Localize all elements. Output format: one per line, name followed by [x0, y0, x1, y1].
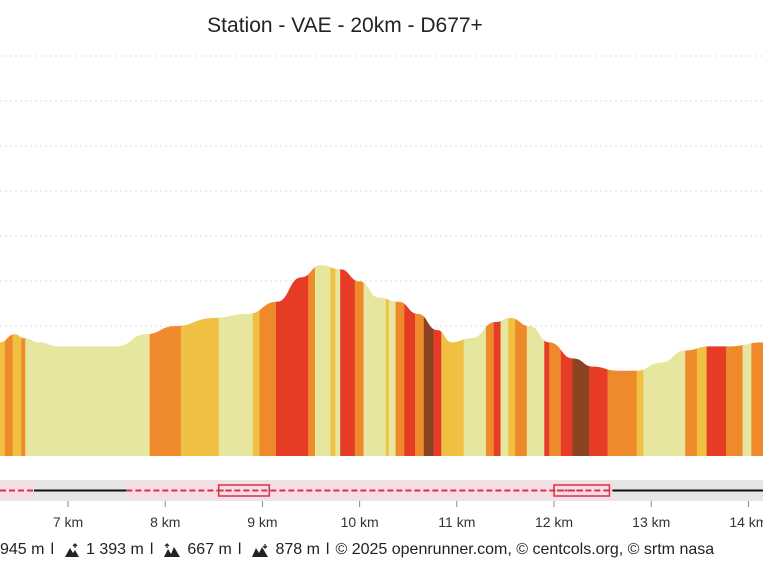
- gradient-segment: [508, 265, 516, 456]
- gradient-segment: [252, 265, 260, 456]
- gradient-segment: [308, 265, 316, 456]
- gain-value: 667 m: [187, 541, 232, 558]
- gradient-segments: [0, 265, 763, 456]
- gradient-segment: [560, 265, 573, 456]
- gradient-segment: [751, 265, 763, 456]
- ascent-icon: [65, 542, 80, 557]
- gridlines: [0, 55, 763, 327]
- gradient-segment: [544, 265, 550, 456]
- gradient-segment: [218, 265, 254, 456]
- gradient-segment: [276, 265, 309, 456]
- distance-value: 945 m: [0, 541, 45, 558]
- gradient-segment: [0, 265, 6, 456]
- route-band: [126, 482, 613, 499]
- gradient-segment: [31, 265, 151, 456]
- x-tick-label: 10 km: [341, 514, 379, 530]
- x-tick-label: 8 km: [150, 514, 180, 530]
- gradient-segment: [340, 265, 356, 456]
- x-tick-label: 13 km: [632, 514, 670, 530]
- gradient-segment: [515, 265, 528, 456]
- gradient-segment: [526, 265, 545, 456]
- gradient-segment: [12, 265, 22, 456]
- gradient-segment: [180, 265, 220, 456]
- gradient-segment: [433, 265, 442, 456]
- separator: l: [325, 541, 330, 558]
- gradient-segment: [388, 265, 396, 456]
- route-dotted-box: [553, 484, 611, 497]
- gradient-segment: [685, 265, 698, 456]
- mountain-up-icon: [164, 542, 181, 557]
- gradient-segment: [726, 265, 743, 456]
- gradient-segment: [643, 265, 686, 456]
- gradient-segment: [335, 265, 341, 456]
- gradient-segment: [607, 265, 638, 456]
- gradient-segment: [149, 265, 182, 456]
- gradient-segment: [415, 265, 425, 456]
- gradient-segment: [706, 265, 727, 456]
- gradient-segment: [25, 265, 32, 456]
- descent-value: 878 m: [275, 541, 320, 558]
- gradient-segment: [500, 265, 509, 456]
- gradient-segment: [742, 265, 752, 456]
- gradient-segment: [404, 265, 416, 456]
- gradient-segment: [493, 265, 501, 456]
- gradient-segment: [21, 265, 26, 456]
- ascent-value: 1 393 m: [86, 541, 144, 558]
- gradient-segment: [485, 265, 495, 456]
- gradient-segment: [636, 265, 644, 456]
- gradient-segment: [4, 265, 14, 456]
- gradient-segment: [385, 265, 390, 456]
- x-tick-label: 12 km: [535, 514, 573, 530]
- route-band: [0, 482, 35, 499]
- x-tick-label: 14 km: [729, 514, 763, 530]
- gradient-segment: [363, 265, 387, 456]
- separator: l: [237, 541, 242, 558]
- gradient-segment: [423, 265, 434, 456]
- route-bar[interactable]: [0, 480, 763, 501]
- gradient-segment: [696, 265, 708, 456]
- x-tick-label: 7 km: [53, 514, 83, 530]
- gradient-segment: [314, 265, 331, 456]
- gradient-segment: [330, 265, 336, 456]
- separator: l: [149, 541, 154, 558]
- chart-title: Station - VAE - 20km - D677+: [207, 14, 483, 37]
- gradient-segment: [395, 265, 405, 456]
- gradient-segment: [354, 265, 364, 456]
- mountain-down-icon: [252, 543, 269, 557]
- footer-stats: 945 m l 1 393 m l 667 m l 878 m l © 2025…: [0, 541, 763, 559]
- gradient-segment: [441, 265, 465, 456]
- credits: © 2025 openrunner.com, © centcols.org, ©…: [335, 541, 715, 558]
- gradient-segment: [549, 265, 562, 456]
- elevation-chart[interactable]: 7 km 8 km 9 km 10 km 11 km 12 km 13 km 14 km: [0, 0, 763, 540]
- gradient-segment: [463, 265, 487, 456]
- separator: l: [50, 541, 55, 558]
- x-axis: 7 km 8 km 9 km 10 km 11 km 12 km 13 km 14 km: [53, 501, 763, 530]
- gradient-segment: [572, 265, 590, 456]
- x-tick-label: 11 km: [438, 514, 475, 530]
- x-tick-label: 9 km: [247, 514, 277, 530]
- gradient-segment: [589, 265, 608, 456]
- route-dotted-box: [217, 484, 270, 497]
- gradient-segment: [259, 265, 277, 456]
